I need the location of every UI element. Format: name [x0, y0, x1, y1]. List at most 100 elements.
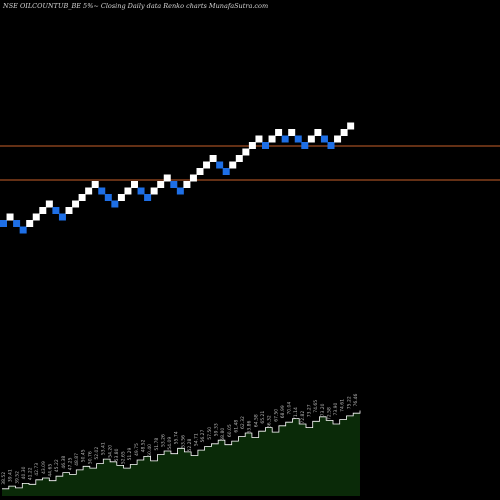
renko-brick-down — [144, 194, 152, 201]
price-label: 57.50 — [207, 427, 213, 440]
price-label: 64.58 — [253, 414, 259, 427]
renko-brick-down — [170, 181, 178, 188]
renko-brick-up — [307, 135, 315, 143]
price-label: 51.78 — [154, 438, 160, 451]
renko-brick-down — [176, 187, 184, 195]
area-outline — [2, 410, 361, 490]
price-label: 42.73 — [34, 463, 40, 476]
price-area-panel — [2, 410, 361, 496]
price-label: 74.65 — [313, 400, 319, 413]
renko-brick-down — [58, 213, 66, 221]
renko-brick-down — [19, 226, 27, 234]
renko-brick-up — [39, 207, 47, 214]
price-label: 39.41 — [8, 469, 14, 482]
renko-brick-down — [111, 200, 119, 208]
renko-brick-up — [275, 129, 283, 136]
renko-brick-up — [242, 148, 250, 156]
price-label: 68.99 — [280, 405, 286, 418]
renko-brick-up — [131, 181, 138, 188]
renko-brick-up — [203, 161, 211, 169]
renko-brick-up — [183, 181, 191, 188]
price-label: 53.26 — [160, 434, 166, 447]
price-label: 60.05 — [227, 424, 233, 437]
renko-brick-down — [320, 135, 328, 143]
renko-brick-up — [163, 174, 171, 182]
renko-brick-down — [222, 168, 230, 175]
price-label: 50.40 — [147, 444, 153, 457]
price-label: 44.65 — [48, 464, 54, 477]
renko-brick-up — [288, 129, 296, 136]
price-label: 70.04 — [287, 402, 293, 415]
price-label: 49.75 — [134, 443, 140, 456]
renko-brick-down — [281, 135, 289, 143]
price-label: 55.74 — [174, 431, 180, 444]
renko-brick-up — [196, 168, 204, 175]
price-label: 45.22 — [54, 459, 60, 472]
renko-brick-up — [235, 155, 243, 162]
price-label: 73.27 — [307, 404, 313, 417]
price-label: 46.38 — [61, 456, 67, 469]
renko-brick-down — [104, 194, 112, 201]
renko-brick-up — [157, 181, 165, 188]
price-label: 47.25 — [67, 457, 73, 470]
renko-brick-down — [137, 187, 145, 195]
price-label: 73.20 — [320, 403, 326, 416]
price-label: 52.28 — [187, 438, 193, 451]
price-label: 54.09 — [167, 437, 173, 450]
renko-brick-down — [327, 142, 335, 149]
renko-brick-up — [6, 213, 14, 221]
renko-brick-up — [248, 142, 256, 149]
renko-brick-up — [314, 129, 322, 136]
renko-brick-up — [347, 122, 355, 130]
renko-brick-up — [72, 200, 80, 208]
chart-header: NSE OILCOUNTUB_BE 5%~ Closing Daily data… — [3, 2, 269, 10]
price-label: 52.65 — [121, 451, 127, 464]
price-label: 63.86 — [247, 420, 253, 433]
renko-brick-up — [26, 220, 34, 227]
price-label: 54.20 — [107, 445, 113, 458]
renko-brick-down — [0, 220, 7, 227]
renko-brick-down — [98, 187, 106, 195]
price-label: 76.46 — [353, 393, 359, 406]
price-label: 39.52 — [14, 471, 20, 484]
renko-brick-up — [45, 200, 53, 208]
price-labels: 38.52 39.41 39.52 40.30 41.22 42.73 43.09 44.65… — [1, 393, 359, 484]
renko-brick-up — [189, 174, 197, 182]
renko-brick-down — [262, 142, 269, 149]
price-label: 38.52 — [1, 472, 7, 485]
price-label: 73.90 — [333, 402, 339, 415]
price-label: 71.14 — [293, 407, 299, 420]
price-label: 54.71 — [194, 433, 200, 446]
price-label: 62.32 — [240, 416, 246, 429]
renko-brick-down — [294, 135, 302, 143]
renko-brick-down — [13, 220, 21, 227]
reference-lines — [0, 145, 500, 181]
renko-brick-up — [150, 187, 158, 195]
renko-brick-up — [340, 129, 348, 136]
renko-brick-up — [85, 187, 93, 195]
price-label: 50.76 — [87, 451, 93, 464]
price-label: 72.58 — [326, 407, 332, 420]
price-label: 52.02 — [94, 447, 100, 460]
price-label: 59.33 — [214, 423, 220, 436]
renko-brick-down — [301, 142, 309, 149]
price-label: 48.52 — [141, 439, 147, 452]
price-label: 40.30 — [21, 466, 27, 479]
price-label: 41.22 — [28, 467, 34, 480]
price-label: 75.22 — [346, 396, 352, 409]
price-label: 51.29 — [127, 447, 133, 460]
renko-bricks — [0, 122, 355, 234]
renko-brick-down — [216, 161, 224, 169]
price-label: 48.87 — [74, 453, 80, 466]
price-label: 66.32 — [267, 415, 273, 428]
price-label: 67.50 — [273, 409, 279, 422]
renko-brick-up — [334, 135, 342, 143]
renko-brick-up — [229, 161, 237, 169]
price-label: 61.48 — [234, 420, 240, 433]
price-label: 58.80 — [220, 428, 226, 441]
price-label: 43.09 — [41, 461, 47, 474]
renko-brick-up — [124, 187, 132, 195]
price-label: 50.45 — [81, 449, 87, 462]
